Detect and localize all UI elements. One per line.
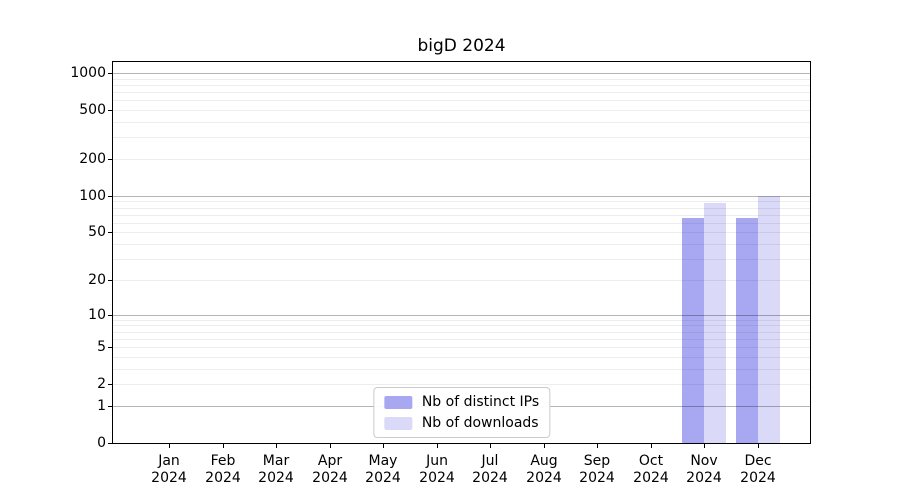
x-tick-mark	[490, 444, 491, 448]
x-tick-mark	[276, 444, 277, 448]
y-tick-label: 1000	[70, 65, 106, 81]
x-tick-label-jun: Jun 2024	[419, 453, 455, 486]
x-tick-label-nov: Nov 2024	[686, 453, 722, 486]
y-tick-label: 200	[79, 151, 106, 167]
bar-distinct-ips-dec	[735, 217, 758, 443]
x-tick-label-may: May 2024	[365, 453, 401, 486]
chart-title: bigD 2024	[417, 36, 506, 56]
y-tick-label: 20	[88, 272, 106, 288]
y-tick-mark	[108, 110, 112, 111]
y-tick-mark	[108, 159, 112, 160]
x-tick-mark	[223, 444, 224, 448]
x-tick-label-feb: Feb 2024	[205, 453, 241, 486]
x-tick-mark	[383, 444, 384, 448]
x-tick-mark	[544, 444, 545, 448]
x-tick-mark	[597, 444, 598, 448]
y-tick-label: 1	[97, 398, 106, 414]
y-tick-mark	[108, 443, 112, 444]
x-tick-label-apr: Apr 2024	[312, 453, 348, 486]
y-tick-label: 0	[97, 435, 106, 451]
bar-downloads-nov	[704, 202, 726, 443]
bars-layer	[113, 62, 810, 443]
x-tick-label-oct: Oct 2024	[633, 453, 669, 486]
bar-distinct-ips-nov	[682, 217, 704, 443]
x-tick-label-aug: Aug 2024	[526, 453, 562, 486]
y-tick-label: 500	[79, 102, 106, 118]
y-tick-mark	[108, 196, 112, 197]
y-tick-label: 100	[79, 188, 106, 204]
x-tick-label-dec: Dec 2024	[740, 453, 776, 486]
y-tick-mark	[108, 315, 112, 316]
x-tick-mark	[169, 444, 170, 448]
legend-swatch-downloads	[383, 416, 412, 430]
y-tick-mark	[108, 384, 112, 385]
legend-row: Nb of distinct IPs	[383, 394, 540, 410]
y-tick-mark	[108, 280, 112, 281]
legend-swatch-distinct-ips	[383, 395, 412, 409]
y-tick-mark	[108, 232, 112, 233]
x-tick-mark	[704, 444, 705, 448]
x-tick-label-mar: Mar 2024	[258, 453, 294, 486]
plot-area: Nb of distinct IPs Nb of downloads	[112, 61, 811, 444]
x-tick-label-jul: Jul 2024	[472, 453, 508, 486]
y-tick-label: 5	[97, 339, 106, 355]
y-tick-mark	[108, 73, 112, 74]
bar-downloads-dec	[757, 195, 780, 443]
x-tick-mark	[437, 444, 438, 448]
legend: Nb of distinct IPs Nb of downloads	[372, 387, 551, 438]
legend-label: Nb of downloads	[421, 415, 539, 431]
legend-label: Nb of distinct IPs	[421, 394, 540, 410]
legend-row: Nb of downloads	[383, 415, 539, 431]
x-tick-mark	[330, 444, 331, 448]
y-tick-label: 10	[88, 307, 106, 323]
y-tick-mark	[108, 406, 112, 407]
y-tick-label: 2	[97, 376, 106, 392]
y-tick-label: 50	[88, 224, 106, 240]
x-tick-label-jan: Jan 2024	[151, 453, 187, 486]
y-tick-mark	[108, 347, 112, 348]
x-tick-mark	[758, 444, 759, 448]
x-tick-label-sep: Sep 2024	[579, 453, 615, 486]
x-tick-mark	[651, 444, 652, 448]
